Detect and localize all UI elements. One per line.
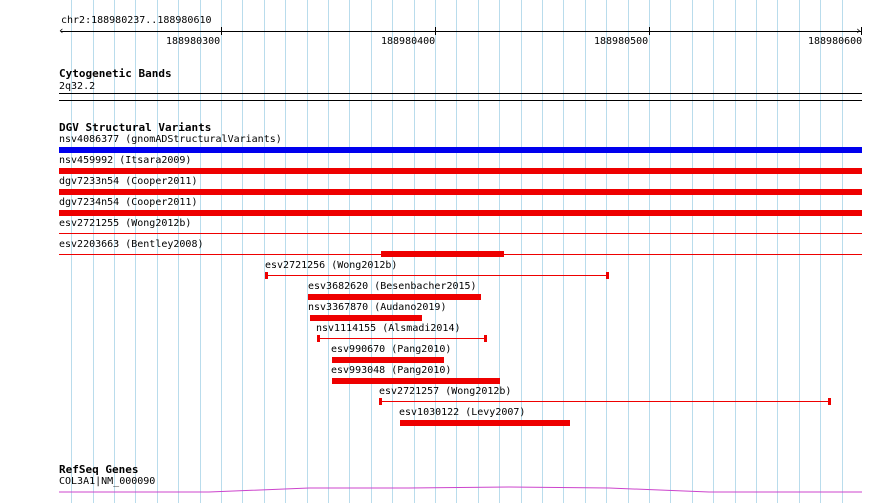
variant-end-cap bbox=[379, 398, 382, 405]
grid-line bbox=[178, 0, 179, 503]
gene-label[interactable]: COL3A1|NM_000090 bbox=[59, 476, 156, 487]
ruler-axis bbox=[61, 31, 862, 32]
ruler-tick-label: 188980600 bbox=[808, 36, 863, 47]
variant-end-cap bbox=[828, 398, 831, 405]
variant-label[interactable]: dgv7233n54 (Cooper2011) bbox=[59, 176, 198, 187]
variant-label[interactable]: nsv1114155 (Alsmadi2014) bbox=[316, 323, 461, 334]
grid-line bbox=[349, 0, 350, 503]
variant-label[interactable]: esv3682620 (Besenbacher2015) bbox=[308, 281, 477, 292]
variant-end-cap bbox=[606, 272, 609, 279]
grid-line bbox=[157, 0, 158, 503]
track-title-refseq: RefSeq Genes bbox=[59, 463, 139, 476]
grid-line bbox=[307, 0, 308, 503]
grid-line bbox=[135, 0, 136, 503]
grid-line bbox=[606, 0, 607, 503]
variant-label[interactable]: nsv4086377 (gnomADStructuralVariants) bbox=[59, 134, 282, 145]
grid-line bbox=[328, 0, 329, 503]
grid-line bbox=[799, 0, 800, 503]
grid-line bbox=[670, 0, 671, 503]
gene-model[interactable] bbox=[59, 484, 862, 496]
variant-bar[interactable] bbox=[317, 338, 487, 339]
variant-label[interactable]: esv2721255 (Wong2012b) bbox=[59, 218, 192, 229]
grid-line bbox=[200, 0, 201, 503]
grid-line bbox=[521, 0, 522, 503]
variant-end-cap bbox=[265, 272, 268, 279]
variant-bar[interactable] bbox=[59, 189, 862, 195]
grid-line bbox=[71, 0, 72, 503]
variant-bar[interactable] bbox=[379, 401, 831, 402]
variant-bar[interactable] bbox=[59, 168, 862, 174]
region-label: chr2:188980237..188980610 bbox=[61, 15, 212, 26]
variant-label[interactable]: esv993048 (Pang2010) bbox=[331, 365, 452, 376]
variant-label[interactable]: esv2203663 (Bentley2008) bbox=[59, 239, 204, 250]
variant-bar[interactable] bbox=[332, 357, 444, 363]
variant-label[interactable]: esv990670 (Pang2010) bbox=[331, 344, 452, 355]
grid-line bbox=[628, 0, 629, 503]
grid-line bbox=[114, 0, 115, 503]
variant-bar[interactable] bbox=[59, 233, 862, 234]
variant-bar[interactable] bbox=[400, 420, 570, 426]
variant-end-cap bbox=[317, 335, 320, 342]
grid-line bbox=[585, 0, 586, 503]
grid-line bbox=[735, 0, 736, 503]
grid-line bbox=[756, 0, 757, 503]
ruler-tick bbox=[221, 27, 222, 35]
variant-bar[interactable] bbox=[265, 275, 609, 276]
track-title-cytoband: Cytogenetic Bands bbox=[59, 67, 172, 80]
ruler-tick-label: 188980300 bbox=[166, 36, 221, 47]
variant-label[interactable]: nsv3367870 (Audano2019) bbox=[308, 302, 447, 313]
variant-end-cap bbox=[484, 335, 487, 342]
track-divider bbox=[59, 100, 862, 101]
grid-line bbox=[692, 0, 693, 503]
variant-bar[interactable] bbox=[310, 315, 422, 321]
cytoband-label: 2q32.2 bbox=[59, 81, 96, 92]
variant-bar[interactable] bbox=[332, 378, 500, 384]
variant-bar[interactable] bbox=[308, 294, 481, 300]
ruler-left-arrow-icon: ‹ bbox=[58, 24, 65, 37]
variant-label[interactable]: dgv7234n54 (Cooper2011) bbox=[59, 197, 198, 208]
grid-line bbox=[820, 0, 821, 503]
track-title-dgv: DGV Structural Variants bbox=[59, 121, 212, 134]
variant-label[interactable]: nsv459992 (Itsara2009) bbox=[59, 155, 192, 166]
ruler-tick-label: 188980500 bbox=[594, 36, 649, 47]
grid-line bbox=[713, 0, 714, 503]
variant-label[interactable]: esv2721257 (Wong2012b) bbox=[379, 386, 512, 397]
grid-line bbox=[842, 0, 843, 503]
grid-line bbox=[93, 0, 94, 503]
grid-line bbox=[264, 0, 265, 503]
grid-line bbox=[777, 0, 778, 503]
variant-bar[interactable] bbox=[59, 147, 862, 153]
grid-line bbox=[221, 0, 222, 503]
ruler-tick-label: 188980400 bbox=[381, 36, 436, 47]
variant-bar[interactable] bbox=[59, 210, 862, 216]
cytoband-line bbox=[59, 93, 862, 94]
grid-line bbox=[542, 0, 543, 503]
variant-bar[interactable] bbox=[381, 251, 504, 257]
grid-line bbox=[371, 0, 372, 503]
grid-line bbox=[285, 0, 286, 503]
grid-line bbox=[563, 0, 564, 503]
ruler-tick bbox=[861, 27, 862, 35]
variant-label[interactable]: esv2721256 (Wong2012b) bbox=[265, 260, 398, 271]
ruler-right-arrow-icon: › bbox=[855, 24, 862, 37]
ruler-tick bbox=[649, 27, 650, 35]
ruler-tick bbox=[435, 27, 436, 35]
grid-line bbox=[649, 0, 650, 503]
variant-label[interactable]: esv1030122 (Levy2007) bbox=[399, 407, 526, 418]
grid-line bbox=[242, 0, 243, 503]
